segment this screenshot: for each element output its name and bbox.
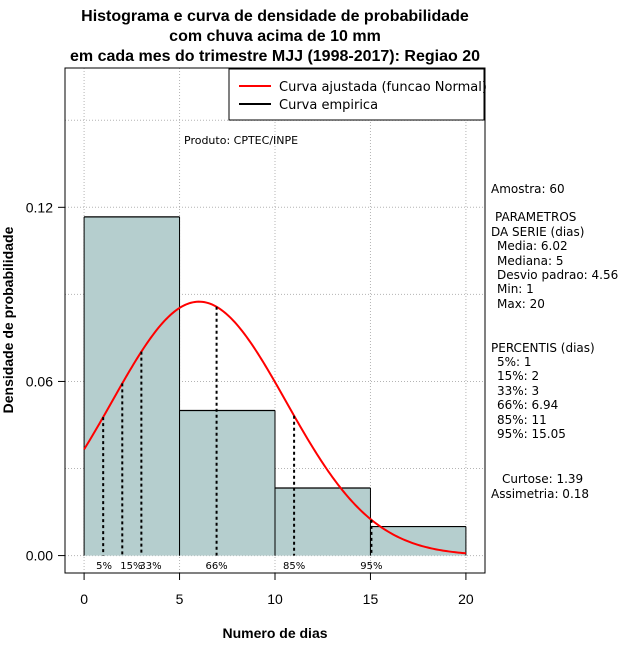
histogram-bar (275, 487, 371, 556)
histogram-bar (84, 216, 180, 556)
x-tick-label: 5 (176, 591, 184, 607)
x-tick-label: 15 (363, 591, 379, 607)
fitted-curve-group (83, 300, 466, 555)
stat-min: Min: 1 (497, 282, 534, 296)
pct-85: 85%: 11 (497, 413, 547, 427)
x-tick-label: 20 (458, 591, 474, 607)
chart-title-line-2: com chuva acima de 10 mm (169, 28, 381, 45)
stat-assimetria: Assimetria: 0.18 (491, 487, 589, 501)
x-tick-label: 10 (267, 591, 283, 607)
percentile-label: 95% (360, 561, 382, 572)
sample-size: Amostra: 60 (491, 182, 565, 196)
pct-95: 95%: 15.05 (497, 427, 566, 441)
legend-empirical-label: Curva empirica (279, 98, 378, 113)
chart-title-line-3: em cada mes do trimestre MJJ (1998-2017)… (70, 48, 480, 65)
legend-fitted-label: Curva ajustada (funcao Normal) (279, 80, 487, 95)
fitted-normal-curve (83, 300, 466, 555)
histogram-bar (179, 410, 275, 556)
percentile-lines: 5% 15%33% 66% 85% 95% (96, 306, 383, 572)
y-tick-label: 0.06 (26, 373, 53, 389)
legend: Curva ajustada (funcao Normal) Curva emp… (228, 68, 487, 121)
chart-title-line-1: Histograma e curva de densidade de proba… (81, 8, 469, 25)
stat-media: Media: 6.02 (497, 239, 568, 253)
percentiles-title: PERCENTIS (dias) (491, 341, 595, 355)
stat-mediana: Mediana: 5 (497, 254, 564, 268)
percentile-label: 15% (120, 561, 142, 572)
percentile-label: 5% (96, 561, 112, 572)
x-tick-label: 0 (80, 591, 88, 607)
x-axis-title: Numero de dias (222, 625, 327, 641)
params-title-1: PARAMETROS (495, 210, 576, 224)
percentile-label: 33% (139, 561, 161, 572)
y-tick-label: 0.12 (26, 199, 53, 215)
pct-33: 33%: 3 (497, 384, 539, 398)
y-axis: 0.00 0.06 0.12 (26, 199, 65, 564)
stat-max: Max: 20 (497, 297, 545, 311)
stat-desvio: Desvio padrao: 4.56 (497, 268, 618, 282)
y-tick-label: 0.00 (26, 548, 53, 564)
stat-curtose: Curtose: 1.39 (502, 472, 583, 486)
pct-5: 5%: 1 (497, 355, 532, 369)
pct-15: 15%: 2 (497, 369, 539, 383)
histogram-bars (83, 216, 467, 556)
statistics-panel: Amostra: 60 PARAMETROS DA SERIE (dias) M… (491, 182, 618, 501)
x-axis: 0 5 10 15 20 (80, 573, 474, 607)
percentile-label: 66% (205, 561, 227, 572)
legend-box (228, 68, 485, 121)
y-axis-title: Densidade de probabilidade (0, 226, 16, 413)
params-title-2: DA SERIE (dias) (491, 225, 584, 239)
pct-66: 66%: 6.94 (497, 398, 558, 412)
product-annotation: Produto: CPTEC/INPE (184, 134, 298, 147)
percentile-label: 85% (283, 561, 305, 572)
